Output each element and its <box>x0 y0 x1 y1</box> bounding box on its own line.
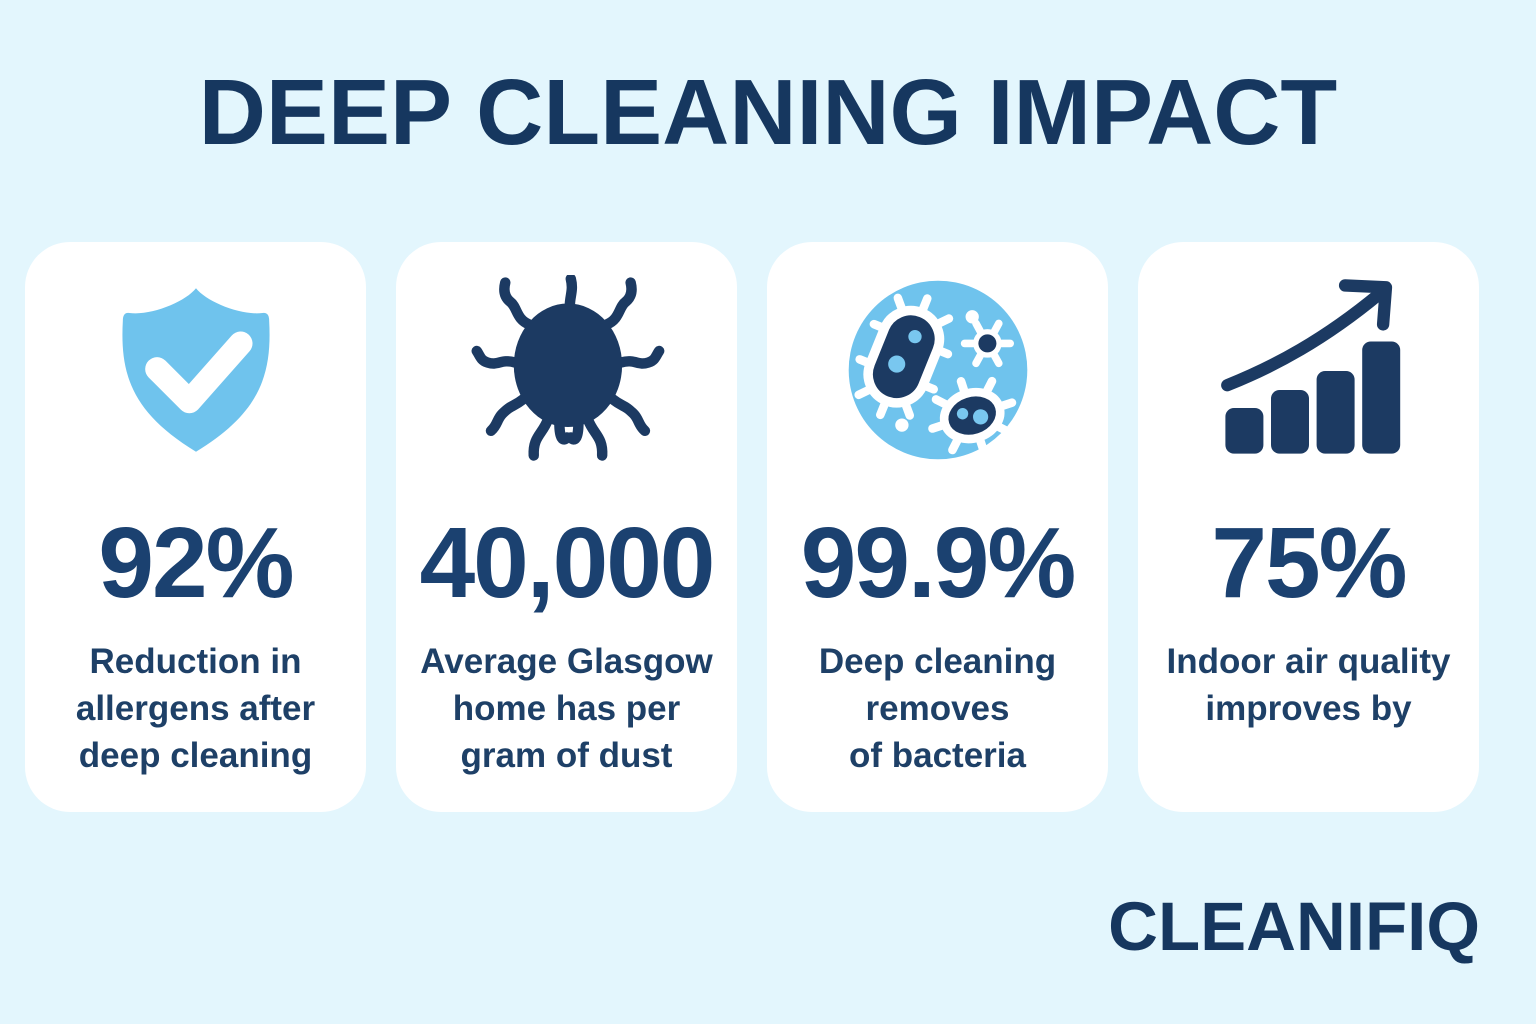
stat-value: 40,000 <box>419 507 716 619</box>
stat-label-line: Average Glasgow <box>420 642 713 681</box>
stat-value: 92% <box>98 507 294 619</box>
bar-chart-growth-icon <box>1211 275 1407 465</box>
dust-mite-icon <box>469 275 665 465</box>
stat-label: Indoor air quality improves by <box>1167 638 1451 732</box>
stats-row: 92% Reduction in allergens after deep clea… <box>25 242 1479 812</box>
stat-label-line: of bacteria <box>848 736 1026 775</box>
stat-label-line: allergens after <box>75 689 316 728</box>
stat-label: Deep cleaning removes of bacteria <box>819 638 1056 779</box>
stat-card: 75% Indoor air quality improves by <box>1138 242 1479 812</box>
stat-label-line: removes <box>865 689 1010 728</box>
stat-value: 75% <box>1211 507 1407 619</box>
stat-label-line: home has per <box>452 689 681 728</box>
stat-label-line: Indoor air quality <box>1166 642 1451 681</box>
stat-card: 99.9% Deep cleaning removes of bacteria <box>767 242 1108 812</box>
stat-label: Average Glasgow home has per gram of dust <box>420 638 712 779</box>
bacteria-icon <box>840 275 1036 465</box>
stat-label-line: Reduction in <box>89 642 302 681</box>
brand-logo: CLEANIFIQ <box>1108 888 1480 965</box>
stat-label: Reduction in allergens after deep cleaning <box>76 638 315 779</box>
stat-label-line: improves by <box>1205 689 1412 728</box>
stat-label-line: Deep cleaning <box>818 642 1057 681</box>
stat-value: 99.9% <box>800 507 1077 619</box>
shield-check-icon <box>98 275 294 465</box>
stat-card: 40,000 Average Glasgow home has per gram o… <box>396 242 737 812</box>
stat-card: 92% Reduction in allergens after deep clea… <box>25 242 366 812</box>
page-title: DEEP CLEANING IMPACT <box>198 60 1338 164</box>
stat-label-line: deep cleaning <box>78 736 313 775</box>
stat-label-line: gram of dust <box>460 736 673 775</box>
